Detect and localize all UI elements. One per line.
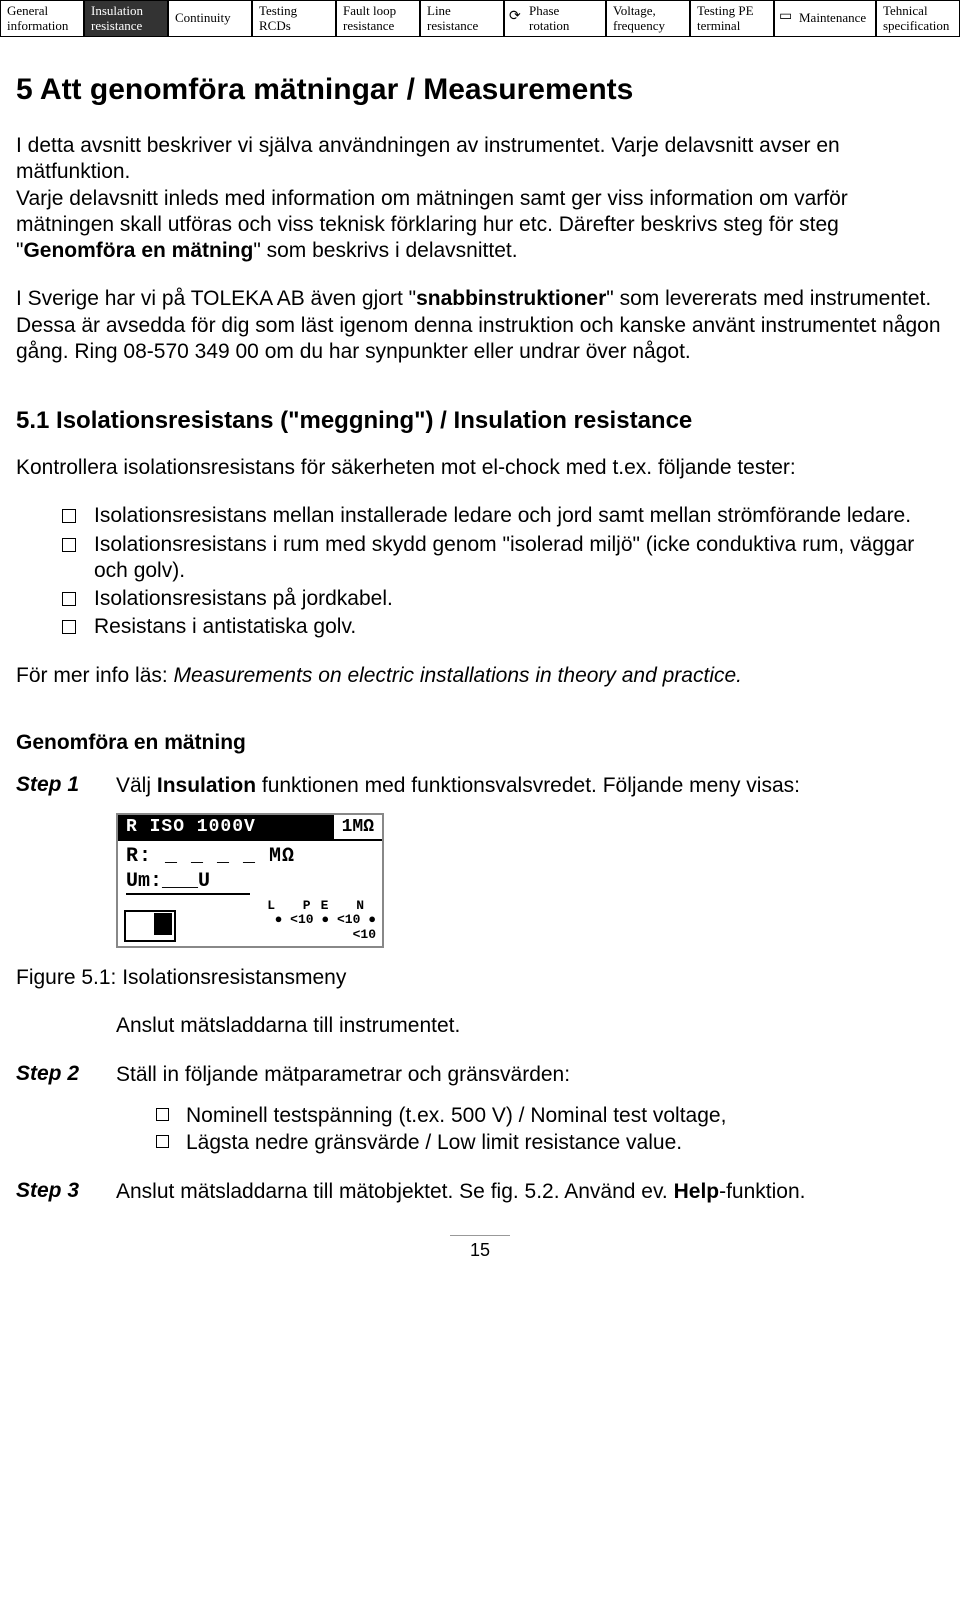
page-number: 15 (450, 1235, 510, 1261)
tab-fault-loop[interactable]: Fault loopresistance (336, 0, 420, 36)
para-more-info: För mer info läs: Measurements on electr… (16, 663, 944, 689)
tab-rcds[interactable]: TestingRCDs (252, 0, 336, 36)
list-item: Nominell testspänning (t.ex. 500 V) / No… (156, 1102, 944, 1129)
lcd-um-value: Um:___U (126, 870, 250, 895)
tab-tech-spec[interactable]: Tehnicalspecification (876, 0, 960, 36)
figure-caption: Figure 5.1: Isolationsresistansmeny (16, 966, 944, 990)
tab-phase-rotation[interactable]: ⟳Phaserotation (504, 0, 606, 36)
step1-note: Anslut mätsladdarna till instrumentet. (116, 1014, 944, 1038)
step-2: Step 2 Ställ in följande mätparametrar o… (16, 1062, 944, 1157)
step-label: Step 2 (16, 1062, 116, 1157)
battery-icon: ▭ (779, 9, 792, 24)
list-item: Isolationsresistans på jordkabel. (62, 586, 944, 612)
step-label: Step 1 (16, 773, 116, 799)
tab-voltage-freq[interactable]: Voltage,frequency (606, 0, 690, 36)
step2-params: Nominell testspänning (t.ex. 500 V) / No… (116, 1102, 944, 1157)
heading-main: 5 Att genomföra mätningar / Measurements (16, 73, 944, 107)
page-content: 5 Att genomföra mätningar / Measurements… (0, 37, 960, 1271)
list-item: Isolationsresistans mellan installerade … (62, 503, 944, 529)
step-body: Ställ in följande mätparametrar och grän… (116, 1062, 944, 1157)
test-list: Isolationsresistans mellan installerade … (16, 503, 944, 640)
lcd-limit: 1MΩ (334, 815, 382, 841)
tab-maintenance[interactable]: ▭Maintenance (774, 0, 876, 36)
lcd-play-icon (124, 910, 176, 942)
intro-para-2: I Sverige har vi på TOLEKA AB även gjort… (16, 286, 944, 365)
tab-line-resistance[interactable]: Lineresistance (420, 0, 504, 36)
heading-genomfora: Genomföra en mätning (16, 731, 944, 755)
intro-para-1: I detta avsnitt beskriver vi själva anvä… (16, 133, 944, 264)
step-1: Step 1 Välj Insulation funktionen med fu… (16, 773, 944, 799)
step-body: Anslut mätsladdarna till mätobjektet. Se… (116, 1179, 944, 1205)
tab-pe-terminal[interactable]: Testing PEterminal (690, 0, 774, 36)
lcd-title: R ISO 1000V (118, 815, 334, 841)
step-label: Step 3 (16, 1179, 116, 1205)
list-item: Resistans i antistatiska golv. (62, 614, 944, 640)
tab-insulation[interactable]: Insulationresistance (84, 0, 168, 36)
tab-continuity[interactable]: Continuity (168, 0, 252, 36)
heading-5-1: 5.1 Isolationsresistans ("meggning") / I… (16, 407, 944, 435)
step-3: Step 3 Anslut mätsladdarna till mätobjek… (16, 1179, 944, 1205)
lcd-terminals: L PE N ● <10 ● <10 ● <10 (267, 899, 376, 942)
list-item: Lägsta nedre gränsvärde / Low limit resi… (156, 1129, 944, 1156)
para-tests: Kontrollera isolationsresistans för säke… (16, 455, 944, 481)
step-body: Välj Insulation funktionen med funktions… (116, 773, 944, 799)
lcd-r-value: R: _ _ _ _ MΩ (126, 845, 374, 868)
rotate-icon: ⟳ (509, 9, 521, 24)
tab-general[interactable]: Generalinformation (0, 0, 84, 36)
list-item: Isolationsresistans i rum med skydd geno… (62, 532, 944, 585)
tab-bar: Generalinformation Insulationresistance … (0, 0, 960, 37)
lcd-screenshot: R ISO 1000V 1MΩ R: _ _ _ _ MΩ Um:___U L … (116, 813, 384, 948)
